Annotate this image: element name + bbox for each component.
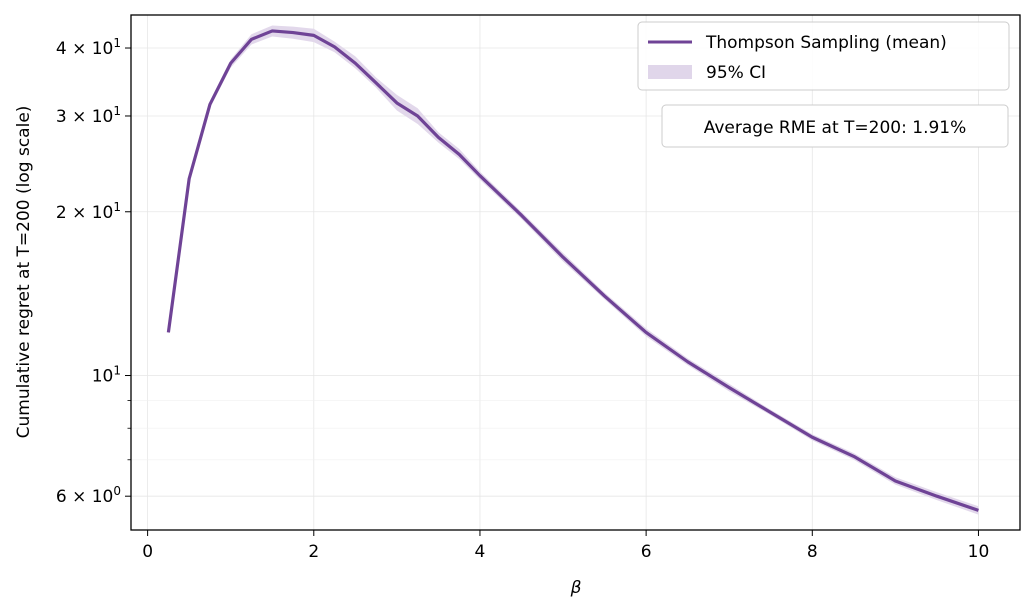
y-axis-label: Cumulative regret at T=200 (log scale) [14, 106, 34, 439]
x-axis-label: β [570, 578, 582, 598]
annotation-box [661, 104, 1009, 148]
y-tick-label: 3 × 101 [56, 104, 121, 127]
x-tick-label: 8 [807, 542, 818, 562]
series-line-layer [166, 29, 979, 512]
plot-frame [130, 14, 1021, 531]
series-line-thompson-sampling [166, 29, 979, 512]
x-axis: 0 2 4 6 8 10 [142, 530, 989, 562]
legend-label-mean: Thompson Sampling (mean) [705, 33, 947, 53]
legend-label-ci: 95% CI [706, 63, 766, 83]
y-tick-label: 4 × 101 [56, 36, 121, 59]
annotation-text: Average RME at T=200: 1.91% [704, 118, 967, 138]
x-tick-label: 0 [142, 542, 153, 562]
x-tick-label: 6 [641, 542, 652, 562]
y-tick-label: 6 × 100 [56, 484, 121, 507]
legend-box [637, 21, 1010, 91]
x-tick-label: 10 [968, 542, 990, 562]
x-tick-label: 4 [475, 542, 486, 562]
legend-ci-swatch [648, 65, 692, 79]
annotation: Average RME at T=200: 1.91% [661, 104, 1009, 148]
ci-band-layer [168, 25, 979, 515]
x-tick-label: 2 [308, 542, 319, 562]
ci-band [168, 25, 979, 515]
legend: Thompson Sampling (mean) 95% CI [637, 21, 1010, 91]
y-tick-label: 2 × 101 [56, 200, 121, 223]
